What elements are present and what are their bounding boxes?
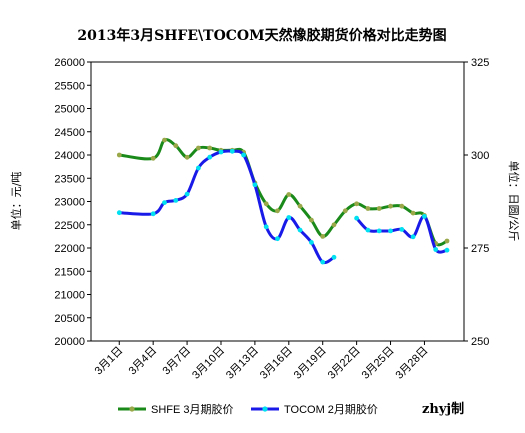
legend-label-tocom: TOCOM 2月期胶价	[284, 402, 378, 416]
series-layer	[116, 137, 450, 265]
data-point	[207, 145, 213, 151]
left-tick-label: 25000	[54, 104, 85, 116]
data-point	[399, 203, 405, 209]
data-point	[444, 238, 450, 244]
x-tick-label: 3月4日	[127, 345, 160, 378]
x-tick-label: 3月7日	[160, 345, 193, 378]
data-point	[410, 234, 416, 240]
plot-area	[90, 61, 465, 342]
left-axis-label: 单位：元/吨	[9, 172, 23, 231]
right-tick-label: 250	[471, 336, 489, 348]
x-tick-label: 3月28日	[394, 345, 431, 382]
data-point	[263, 201, 269, 207]
data-point	[376, 206, 382, 211]
data-point	[229, 148, 235, 154]
data-point	[218, 149, 224, 155]
series-shfe	[116, 137, 450, 247]
data-point	[286, 192, 292, 197]
left-tick-label: 22500	[54, 220, 85, 232]
data-point	[184, 154, 190, 160]
data-point	[173, 143, 179, 149]
data-point	[422, 214, 427, 219]
data-point	[196, 145, 201, 151]
x-tick-label: 3月16日	[258, 345, 295, 382]
data-point	[331, 222, 337, 228]
series-tocom	[116, 148, 450, 265]
left-tick-label: 23000	[54, 197, 85, 209]
data-point	[286, 215, 292, 220]
left-y-axis: 26000 25500 25000 24500 24000 23500 23000 22500…	[54, 57, 91, 348]
legend-marker-shfe	[129, 406, 135, 412]
x-tick-label: 3月13日	[224, 345, 261, 382]
data-point	[162, 200, 167, 206]
data-point	[252, 182, 258, 188]
data-point	[184, 191, 190, 197]
data-point	[263, 224, 269, 230]
series-line	[117, 138, 449, 247]
x-tick-label: 3月1日	[93, 345, 126, 378]
data-point	[116, 152, 122, 158]
right-tick-label: 325	[471, 57, 489, 69]
legend-label-shfe: SHFE 3月期胶价	[151, 402, 234, 416]
data-point	[388, 203, 393, 209]
legend-entry-tocom: TOCOM 2月期胶价	[251, 402, 378, 416]
data-point	[342, 208, 348, 214]
data-point	[399, 227, 405, 232]
left-tick-label: 21000	[54, 290, 85, 302]
data-point	[320, 259, 326, 265]
data-point	[275, 208, 280, 214]
data-point	[444, 247, 450, 253]
x-tick-label: 3月19日	[292, 345, 329, 382]
data-point	[150, 155, 156, 161]
left-tick-label: 24500	[54, 127, 85, 139]
left-tick-label: 25500	[54, 80, 85, 92]
left-tick-label: 23500	[54, 173, 85, 185]
left-tick-label: 22000	[54, 243, 85, 255]
x-tick-label: 3月10日	[190, 345, 227, 382]
right-tick-label: 300	[471, 150, 489, 162]
data-point	[297, 203, 303, 209]
data-point	[410, 210, 416, 216]
data-point	[196, 165, 201, 171]
chart-title: 2013年3月SHFE\TOCOM天然橡胶期货价格对比走势图	[77, 27, 446, 44]
data-point	[297, 227, 303, 233]
legend-entry-shfe: SHFE 3月期胶价	[118, 402, 234, 416]
left-tick-label: 20000	[54, 336, 85, 348]
data-point	[309, 217, 314, 223]
left-tick-label: 21500	[54, 266, 85, 278]
x-axis: 3月1日 3月4日 3月7日3月10日3月13日3月16日3月19日3月22日3月2…	[93, 341, 431, 382]
data-point	[376, 228, 382, 234]
x-tick-label: 3月22日	[326, 345, 363, 382]
right-tick-label: 275	[471, 243, 489, 255]
data-point	[275, 236, 280, 242]
data-point	[388, 228, 393, 234]
data-point	[365, 206, 371, 211]
data-point	[150, 211, 156, 217]
data-point	[241, 152, 247, 158]
data-point	[207, 154, 213, 160]
legend: SHFE 3月期胶价 TOCOM 2月期胶价	[118, 402, 378, 416]
data-point	[320, 234, 326, 239]
left-tick-label: 24000	[54, 150, 85, 162]
data-point	[162, 137, 167, 143]
data-point	[173, 198, 179, 203]
data-point	[331, 254, 337, 260]
x-tick-label: 3月25日	[360, 345, 397, 382]
right-axis-label: 单位：日圆/公斤	[507, 161, 521, 242]
data-point	[116, 210, 122, 216]
data-point	[309, 240, 314, 245]
data-point	[354, 201, 359, 207]
author-credit: zhyj制	[422, 401, 464, 417]
data-point	[354, 215, 359, 221]
right-y-axis: 325 300 275 250	[464, 57, 489, 348]
left-tick-label: 26000	[54, 57, 85, 69]
legend-marker-tocom	[262, 406, 268, 412]
left-tick-label: 20500	[54, 313, 85, 325]
data-point	[365, 227, 371, 233]
data-point	[433, 247, 439, 252]
